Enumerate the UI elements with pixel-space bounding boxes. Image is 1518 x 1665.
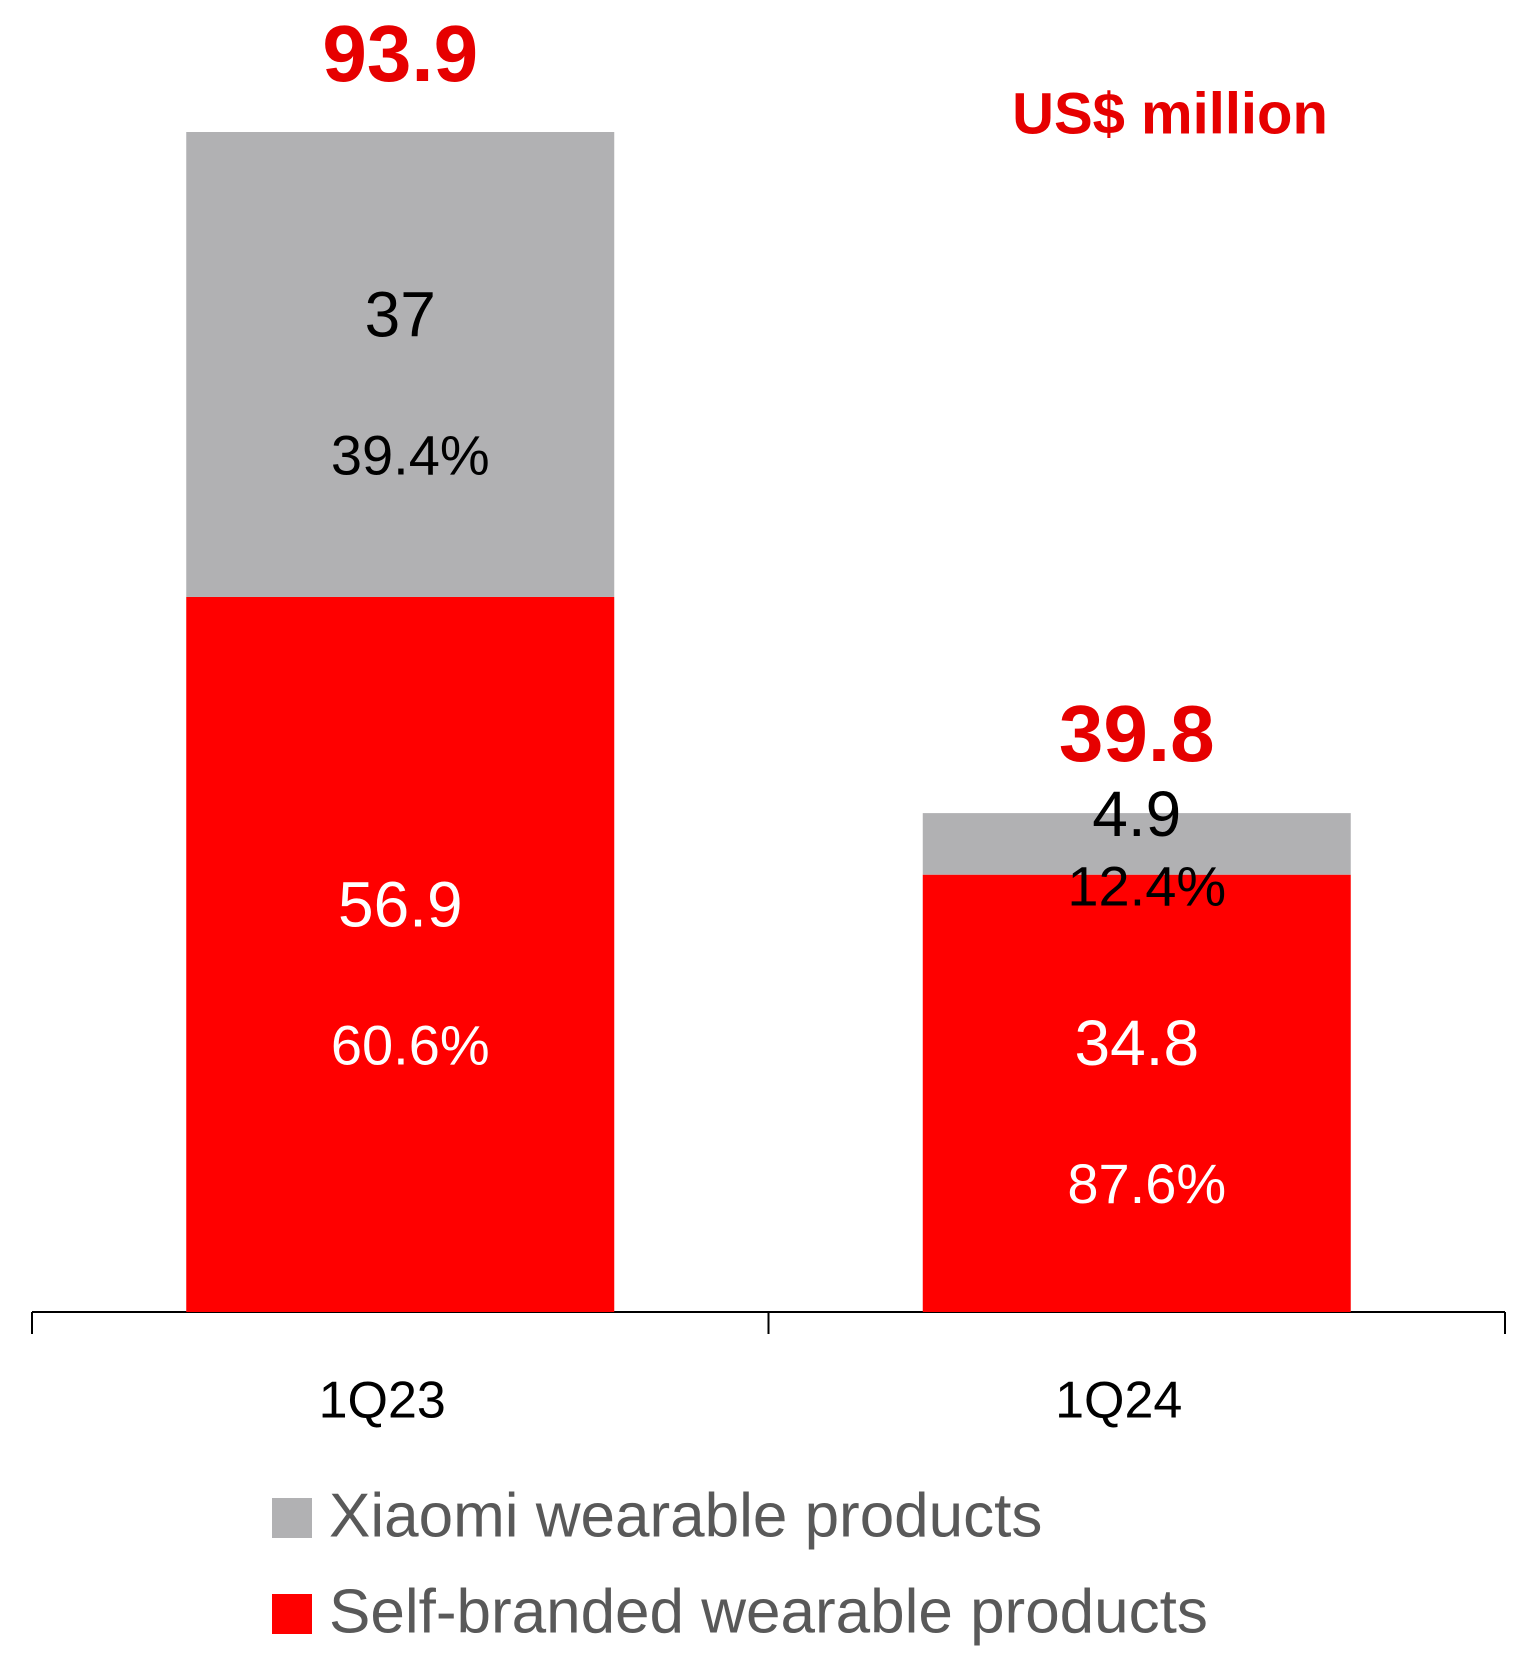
legend-swatch xyxy=(272,1498,312,1538)
bar-segment xyxy=(186,132,615,597)
x-tick-label: 1Q24 xyxy=(1055,1372,1182,1430)
share-label: 60.6% xyxy=(331,1013,490,1076)
share-label: 39.4% xyxy=(331,423,490,486)
x-tick-label: 1Q23 xyxy=(319,1372,446,1430)
unit-label: US$ million xyxy=(1012,81,1328,146)
share-label: 87.6% xyxy=(1067,1152,1226,1215)
legend-label: Xiaomi wearable products xyxy=(329,1481,1042,1550)
value-label: 37 xyxy=(365,278,436,350)
bar-segment xyxy=(186,596,615,1312)
value-label: 34.8 xyxy=(1074,1007,1199,1079)
total-label: 39.8 xyxy=(1059,689,1215,778)
value-label: 4.9 xyxy=(1092,778,1181,850)
total-label: 93.9 xyxy=(322,9,478,98)
share-label: 12.4% xyxy=(1067,855,1226,918)
bar-segment xyxy=(922,813,1351,875)
legend-swatch xyxy=(272,1594,312,1634)
value-label: 56.9 xyxy=(338,868,463,940)
bar-segment xyxy=(922,874,1351,1312)
legend-label: Self-branded wearable products xyxy=(329,1577,1208,1646)
